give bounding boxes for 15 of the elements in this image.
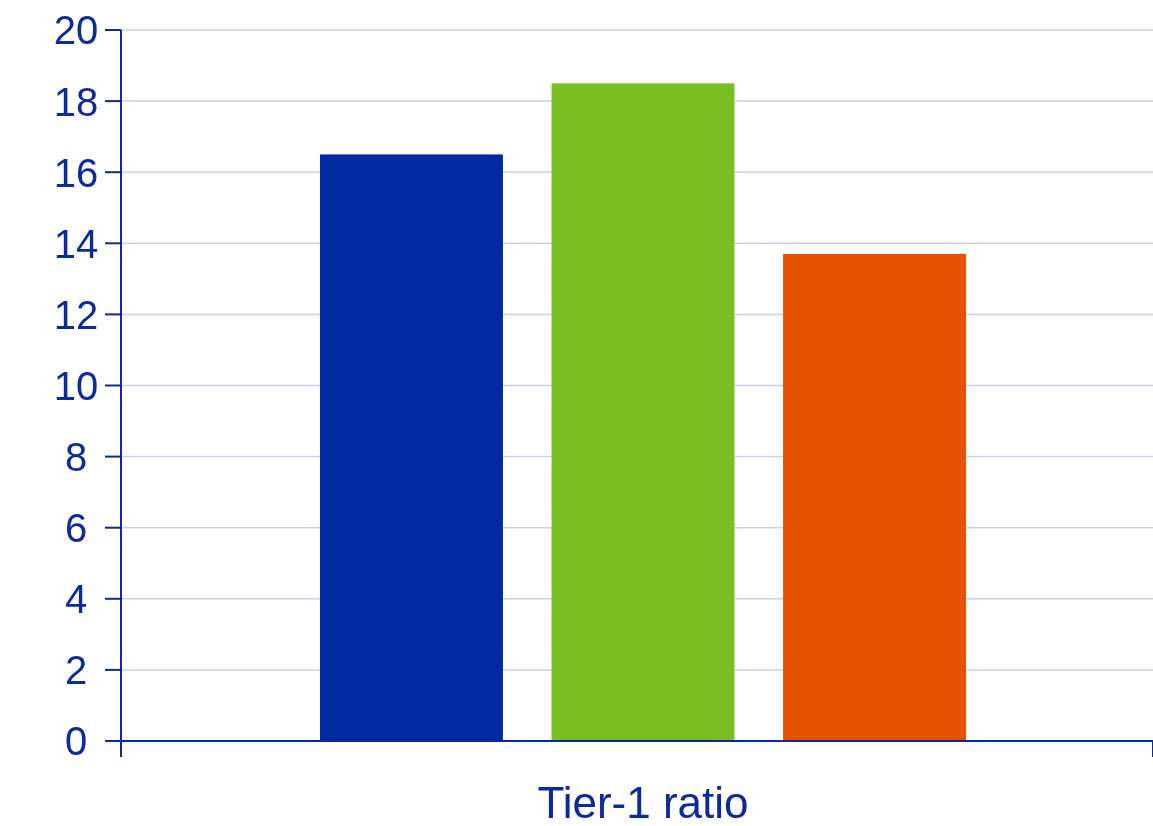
y-tick-label: 6	[64, 506, 88, 551]
bar	[551, 83, 735, 741]
y-tick-label: 20	[53, 8, 99, 53]
y-tick-label: 12	[53, 292, 99, 337]
bar	[783, 253, 966, 741]
y-tick-label: 14	[53, 221, 99, 266]
y-tick-label: 0	[64, 719, 88, 764]
y-tick-label: 2	[64, 648, 88, 693]
bar	[320, 154, 503, 741]
y-tick-label: 8	[64, 435, 88, 479]
y-tick-label: 18	[53, 79, 99, 124]
x-tick-label: Tier-1 ratio	[537, 778, 749, 826]
y-tick-label: 4	[64, 577, 88, 622]
y-tick-label: 16	[53, 150, 99, 195]
y-tick-label: 10	[53, 363, 99, 408]
